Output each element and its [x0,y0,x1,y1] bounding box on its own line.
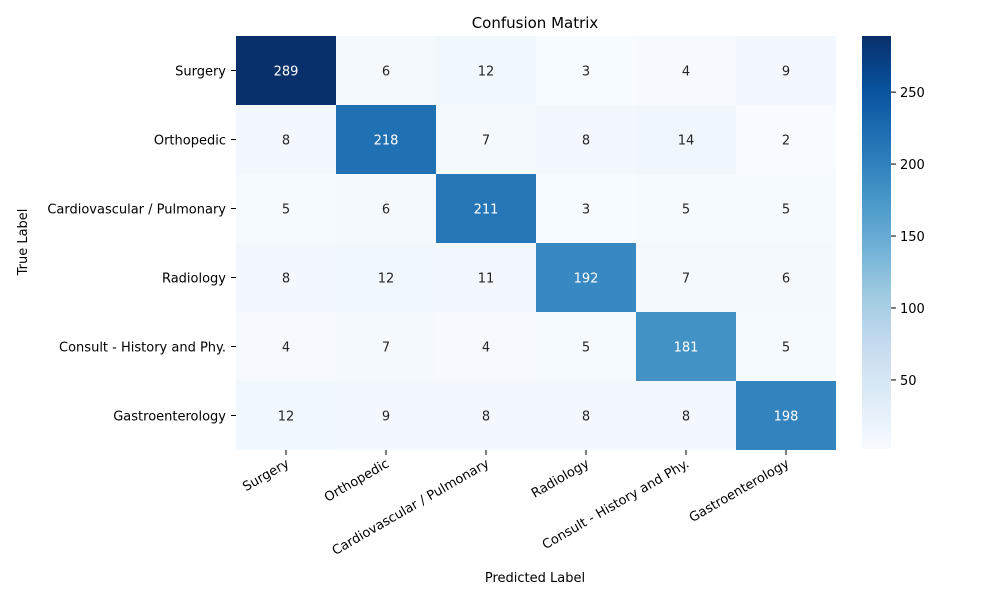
cell-value-label: 6 [782,272,790,287]
heatmap-cell [236,312,336,381]
colorbar-gradient [862,36,891,449]
heatmap-cell [236,381,336,450]
cell-value-label: 289 [274,65,299,80]
chart-title: Confusion Matrix [472,14,599,32]
heatmap-cell [736,243,836,312]
cell-value-label: 14 [678,134,695,149]
heatmap-cell [336,243,436,312]
heatmap-cell [736,105,836,174]
x-axis-label: Predicted Label [485,571,585,586]
cell-value-label: 181 [674,341,699,356]
heatmap-cell [436,381,536,450]
heatmap-cell [536,36,636,105]
y-tick-label: Consult - History and Phy. [59,341,226,356]
heatmap-cell [736,174,836,243]
heatmap-cell [736,36,836,105]
cell-value-label: 218 [374,134,399,149]
cell-value-label: 8 [582,410,590,425]
cell-value-label: 11 [478,272,495,287]
heatmap-cell [236,105,336,174]
cell-value-label: 7 [682,272,690,287]
heatmap-cell [336,36,436,105]
cell-value-label: 211 [474,203,499,218]
heatmap-cell [736,381,836,450]
y-tick-label: Cardiovascular / Pulmonary [47,203,226,218]
y-axis-ticks: Surgery Orthopedic Cardiovascular / Pulmon… [47,65,236,425]
colorbar-tick-label: 200 [900,158,925,173]
heatmap-cell [436,36,536,105]
heatmap-cell [236,243,336,312]
heatmap-cells: 289 6 12 3 4 9 8 218 7 8 14 2 5 6 211 3 5 5 8 12 11 192 7 6 4 7 4 5… [236,36,836,450]
y-tick-label: Radiology [162,272,226,287]
cell-value-label: 6 [382,203,390,218]
heatmap-cell [536,243,636,312]
cell-value-label: 7 [482,134,490,149]
cell-value-label: 4 [282,341,290,356]
cell-value-label: 6 [382,65,390,80]
cell-value-label: 8 [682,410,690,425]
heatmap-cell [636,243,736,312]
heatmap-cell [336,105,436,174]
cell-value-label: 12 [378,272,395,287]
x-tick-label: Orthopedic [322,456,392,505]
x-tick-label: Radiology [529,456,592,501]
heatmap-cell [336,381,436,450]
cell-value-label: 4 [682,65,690,80]
colorbar: 50 100 150 200 250 [862,36,925,449]
heatmap-cell [436,174,536,243]
colorbar-tick-label: 100 [900,302,925,317]
colorbar-tick-label: 250 [900,86,925,101]
x-tick-label: Surgery [240,456,292,495]
cell-value-label: 9 [382,410,390,425]
colorbar-ticks: 50 100 150 200 250 [891,86,925,389]
y-tick-label: Gastroenterology [113,410,226,425]
heatmap-cell [436,312,536,381]
cell-value-label: 5 [282,203,290,218]
heatmap-cell [236,36,336,105]
cell-value-label: 8 [482,410,490,425]
cell-value-label: 5 [782,203,790,218]
cell-value-label: 12 [278,410,295,425]
colorbar-tick-label: 50 [900,374,917,389]
heatmap-cell [536,312,636,381]
cell-value-label: 5 [782,341,790,356]
cell-value-label: 2 [782,134,790,149]
heatmap-cell [636,312,736,381]
heatmap-cell [636,36,736,105]
y-axis-label: True Label [16,209,31,277]
heatmap-cell [536,174,636,243]
heatmap-cell [636,174,736,243]
y-tick-label: Surgery [175,65,226,80]
cell-value-label: 198 [774,410,799,425]
cell-value-label: 9 [782,65,790,80]
heatmap-cell [436,105,536,174]
cell-value-label: 3 [582,65,590,80]
heatmap-cell [536,105,636,174]
cell-value-label: 192 [574,272,599,287]
x-tick-label: Cardiovascular / Pulmonary [330,456,493,558]
heatmap-cell [536,381,636,450]
heatmap-cell [336,312,436,381]
x-tick-label: Gastroenterology [687,456,792,526]
heatmap-cell [236,174,336,243]
cell-value-label: 4 [482,341,490,356]
cell-value-label: 8 [582,134,590,149]
heatmap-cell [636,105,736,174]
heatmap-cell [636,381,736,450]
cell-value-label: 12 [478,65,495,80]
heatmap-cell [736,312,836,381]
cell-value-label: 5 [582,341,590,356]
heatmap-cell [436,243,536,312]
cell-value-label: 3 [582,203,590,218]
y-tick-label: Orthopedic [154,134,226,149]
cell-value-label: 8 [282,272,290,287]
colorbar-tick-label: 150 [900,230,925,245]
cell-value-label: 8 [282,134,290,149]
cell-value-label: 7 [382,341,390,356]
cell-value-label: 5 [682,203,690,218]
heatmap-cell [336,174,436,243]
